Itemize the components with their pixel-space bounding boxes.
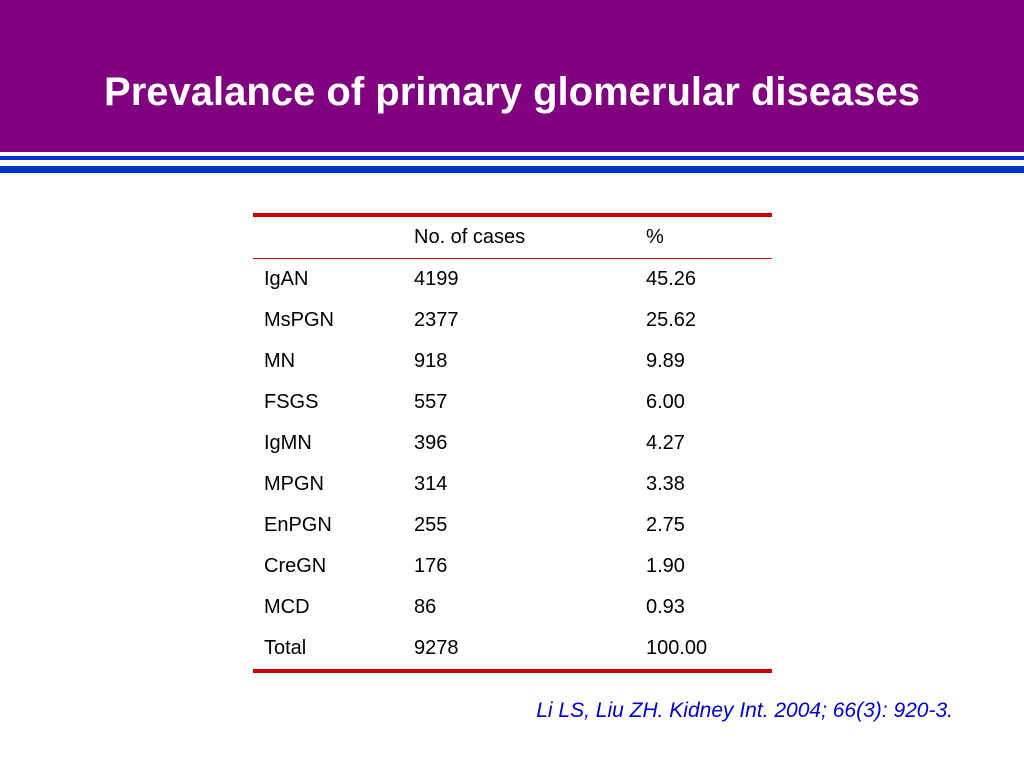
prevalence-table: No. of cases % IgAN 4199 45.26 MsPGN 237… <box>253 213 772 673</box>
case-count: 4199 <box>414 268 459 290</box>
disease-name: FSGS <box>264 391 319 413</box>
disease-name: MN <box>264 350 296 372</box>
header-cell-cases: No. of cases <box>414 226 526 248</box>
disease-name: IgAN <box>264 268 309 290</box>
table-row: MsPGN 2377 25.62 <box>253 300 772 341</box>
header-cell-percent: % <box>646 226 664 248</box>
percent-value: 3.38 <box>646 473 685 495</box>
percent-value: 9.89 <box>646 350 685 372</box>
title-band: Prevalance of primary glomerular disease… <box>0 0 1024 152</box>
table-row: IgAN 4199 45.26 <box>253 259 772 301</box>
disease-name: IgMN <box>264 432 312 454</box>
table-header-row: No. of cases % <box>253 215 772 259</box>
table-row-total: Total 9278 100.00 <box>253 628 772 671</box>
table-row: MN 918 9.89 <box>253 341 772 382</box>
header-cell-category <box>253 215 414 259</box>
table-row: MPGN 314 3.38 <box>253 464 772 505</box>
table-row: FSGS 557 6.00 <box>253 382 772 423</box>
case-count: 2377 <box>414 309 459 331</box>
table-row: CreGN 176 1.90 <box>253 546 772 587</box>
header-rule-thick <box>0 166 1024 173</box>
case-count: 557 <box>414 391 448 413</box>
case-count: 396 <box>414 432 448 454</box>
slide-title: Prevalance of primary glomerular disease… <box>104 70 920 114</box>
percent-value: 4.27 <box>646 432 685 454</box>
percent-value: 2.75 <box>646 514 685 536</box>
case-count: 255 <box>414 514 448 536</box>
percent-value: 25.62 <box>646 309 697 331</box>
percent-value: 45.26 <box>646 268 697 290</box>
disease-name: MCD <box>264 596 310 618</box>
percent-value: 0.93 <box>646 596 685 618</box>
total-label: Total <box>264 637 307 659</box>
table-row: EnPGN 255 2.75 <box>253 505 772 546</box>
percent-value: 1.90 <box>646 555 685 577</box>
percent-value: 6.00 <box>646 391 685 413</box>
case-count: 86 <box>414 596 437 618</box>
table-row: IgMN 396 4.27 <box>253 423 772 464</box>
total-count: 9278 <box>414 637 459 659</box>
case-count: 176 <box>414 555 448 577</box>
citation: Li LS, Liu ZH. Kidney Int. 2004; 66(3): … <box>536 699 953 722</box>
disease-name: CreGN <box>264 555 327 577</box>
header-rule-thin <box>0 156 1024 160</box>
total-percent: 100.00 <box>646 637 708 659</box>
disease-name: EnPGN <box>264 514 332 536</box>
case-count: 918 <box>414 350 448 372</box>
table-row: MCD 86 0.93 <box>253 587 772 628</box>
disease-name: MPGN <box>264 473 324 495</box>
case-count: 314 <box>414 473 448 495</box>
disease-name: MsPGN <box>264 309 334 331</box>
